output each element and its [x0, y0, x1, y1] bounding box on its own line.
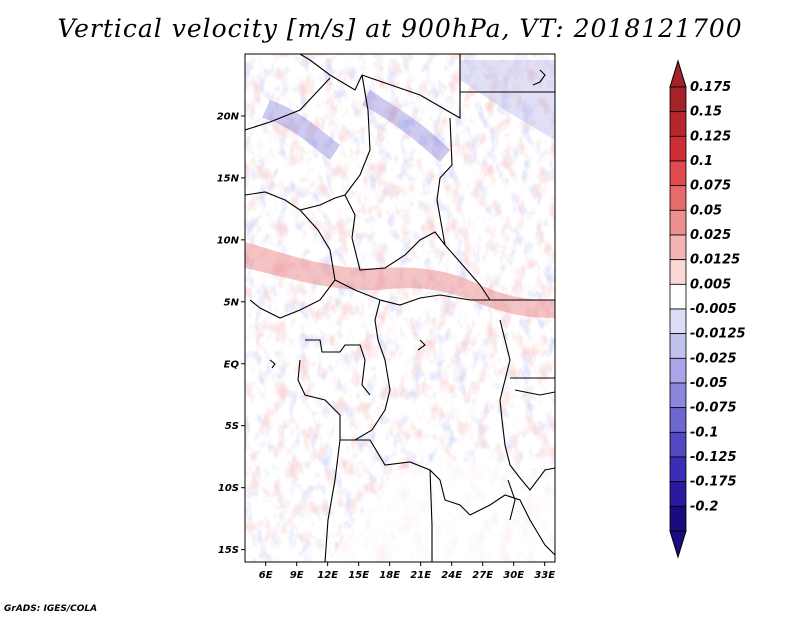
colorbar-label: -0.025	[690, 351, 737, 366]
colorbar-segment	[669, 505, 687, 532]
colorbar-label: 0.125	[690, 129, 731, 144]
lat-tick-label: EQ	[224, 359, 240, 370]
colorbar-label: 0.025	[690, 228, 731, 243]
colorbar-segment	[669, 382, 687, 409]
longitude-axis: 6E 9E 12E 15E 18E 21E 24E 27E 30E 33E	[259, 562, 555, 581]
colorbar-segment	[669, 185, 687, 211]
colorbar-segment	[669, 481, 687, 507]
velocity-field	[245, 54, 555, 562]
lon-tick-label: 9E	[290, 570, 304, 581]
lon-tick-label: 6E	[259, 570, 273, 581]
lon-tick-label: 21E	[410, 570, 431, 581]
weak-zone	[330, 460, 555, 562]
colorbar-label: -0.005	[690, 302, 737, 317]
colorbar-label: -0.125	[690, 450, 737, 465]
grads-credit: GrADS: IGES/COLA	[4, 604, 98, 614]
colorbar-label: 0.005	[690, 277, 731, 292]
lon-tick-label: 24E	[441, 570, 462, 581]
colorbar-segment	[669, 111, 687, 137]
latitude-axis: 20N 15N 10N 5N EQ 5S 10S 15S	[217, 111, 245, 556]
colorbar-segment	[669, 135, 687, 162]
lon-tick-label: 15E	[348, 570, 369, 581]
colorbar-label: -0.175	[690, 475, 737, 490]
positive-band	[245, 242, 555, 318]
country-borders	[245, 54, 555, 562]
colorbar-label: 0.075	[690, 179, 731, 194]
colorbar: 0.175 0.15 0.125 0.1 0.075 0.05 0.025 0.0125 0.0…	[669, 59, 746, 559]
colorbar-label: -0.2	[690, 499, 718, 514]
colorbar-segment	[669, 333, 687, 359]
lat-tick-label: 20N	[217, 111, 240, 122]
negative-band	[460, 60, 555, 140]
colorbar-segment	[669, 234, 687, 261]
lat-tick-label: 5N	[224, 297, 240, 308]
colorbar-max-arrow	[669, 59, 687, 88]
negative-band	[362, 90, 450, 162]
colorbar-segment	[669, 308, 687, 335]
colorbar-label: 0.0125	[690, 253, 740, 268]
colorbar-segment	[669, 209, 687, 236]
colorbar-segment	[669, 456, 687, 483]
lat-tick-label: 10N	[217, 235, 240, 246]
colorbar-label: 0.15	[690, 105, 722, 120]
colorbar-segment	[669, 407, 687, 433]
colorbar-segment	[669, 259, 687, 285]
map-frame-border	[244, 53, 556, 563]
lon-tick-label: 27E	[472, 570, 493, 581]
lon-tick-label: 12E	[317, 570, 338, 581]
lat-tick-label: 5S	[225, 421, 239, 432]
negative-band	[262, 100, 340, 160]
colorbar-segment	[669, 160, 687, 187]
colorbar-segment	[669, 86, 687, 113]
colorbar-label: 0.05	[690, 203, 722, 218]
lon-tick-label: 33E	[534, 570, 555, 581]
lon-tick-label: 30E	[503, 570, 524, 581]
colorbar-label: -0.1	[690, 425, 718, 440]
colorbar-segment	[669, 283, 687, 310]
colorbar-label: -0.075	[690, 401, 737, 416]
colorbar-label: -0.05	[690, 376, 727, 391]
lat-tick-label: 15S	[218, 545, 239, 556]
colorbar-label: 0.175	[690, 80, 731, 95]
colorbar-label: 0.1	[690, 154, 713, 169]
lon-tick-label: 18E	[379, 570, 400, 581]
colorbar-min-arrow	[669, 530, 687, 559]
colorbar-segment	[669, 431, 687, 458]
chart-title: Vertical velocity [m/s] at 900hPa, VT: 2…	[57, 14, 743, 43]
lat-tick-label: 15N	[217, 173, 240, 184]
lat-tick-label: 10S	[218, 483, 239, 494]
colorbar-segment	[669, 357, 687, 384]
colorbar-label: -0.0125	[690, 327, 746, 342]
